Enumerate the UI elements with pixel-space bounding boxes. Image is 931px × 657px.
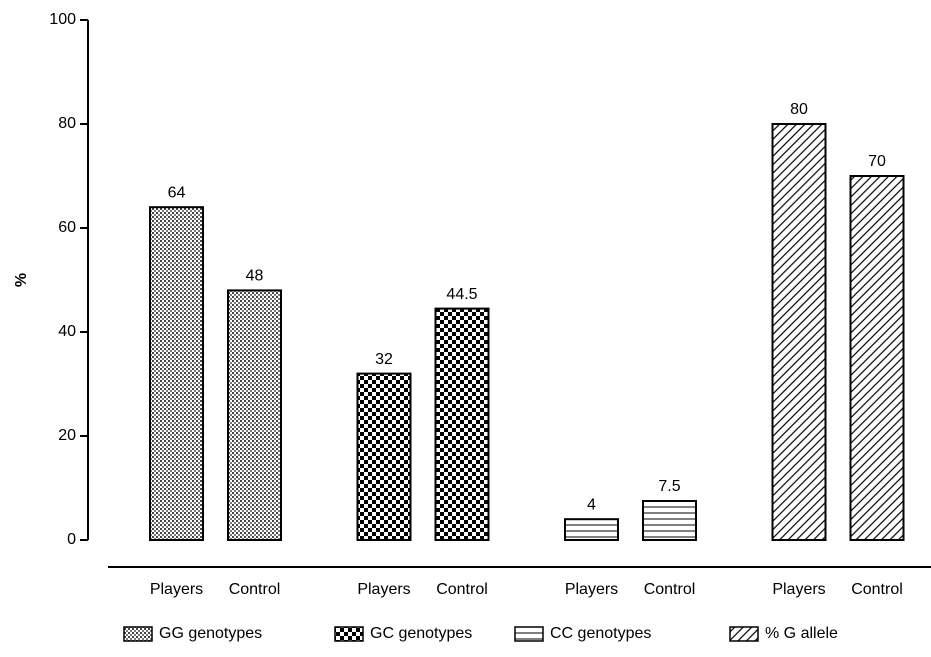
bar (564, 518, 619, 542)
x-tick-label: Players (565, 581, 618, 598)
x-tick-label: Control (229, 581, 281, 598)
y-tick-label: 0 (67, 531, 76, 548)
x-tick-label: Players (357, 581, 410, 598)
value-label: 44.5 (446, 286, 477, 303)
value-label: 32 (375, 351, 393, 368)
x-tick-label: Players (150, 581, 203, 598)
legend-swatch (334, 626, 364, 642)
y-axis-label: % (13, 273, 30, 287)
bar (771, 123, 827, 541)
value-label: 4 (587, 496, 596, 513)
bar (642, 500, 697, 541)
legend-label: GC genotypes (370, 625, 472, 642)
x-tick-label: Players (772, 581, 825, 598)
legend-label: CC genotypes (550, 625, 651, 642)
x-tick-label: Control (851, 581, 903, 598)
y-tick-label: 60 (58, 219, 76, 236)
bar (356, 372, 412, 541)
x-tick-label: Control (644, 581, 696, 598)
y-tick-label: 100 (49, 11, 76, 28)
legend-swatch (514, 626, 544, 642)
y-tick-label: 80 (58, 115, 76, 132)
value-label: 64 (168, 184, 186, 201)
value-label: 7.5 (658, 478, 680, 495)
value-label: 80 (790, 101, 808, 118)
legend-swatch (123, 626, 153, 642)
value-label: 48 (246, 268, 264, 285)
y-tick-label: 20 (58, 427, 76, 444)
bar (849, 175, 905, 541)
legend-swatch (729, 626, 759, 642)
bar (149, 206, 204, 541)
x-tick-label: Control (436, 581, 488, 598)
legend-label: % G allele (765, 625, 838, 642)
bar (434, 307, 490, 541)
legend-label: GG genotypes (159, 625, 262, 642)
bar (227, 289, 282, 541)
value-label: 70 (868, 153, 886, 170)
y-tick-label: 40 (58, 323, 76, 340)
